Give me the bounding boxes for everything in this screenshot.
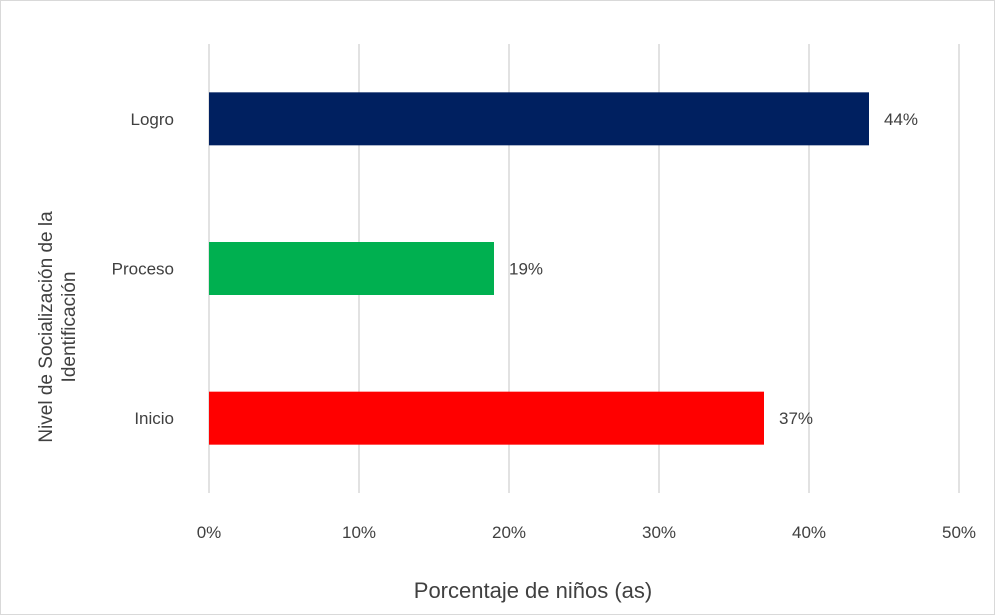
y-axis-title: Nivel de Socialización de la Identificac…	[36, 211, 80, 443]
x-tick-label: 10%	[342, 523, 376, 542]
x-tick-label: 40%	[792, 523, 826, 542]
data-label-inicio: 37%	[779, 409, 813, 428]
data-label-logro: 44%	[884, 110, 918, 129]
y-axis-title-line-1: Nivel de Socialización de la	[36, 211, 57, 443]
data-labels: 44% 19% 37%	[509, 110, 918, 428]
bar-inicio	[209, 391, 764, 445]
data-label-proceso: 19%	[509, 260, 543, 279]
x-tick-label: 20%	[492, 523, 526, 542]
x-tick-label: 50%	[942, 523, 976, 542]
category-label-proceso: Proceso	[112, 260, 174, 279]
x-tick-labels: 0% 10% 20% 30% 40% 50%	[197, 523, 976, 542]
x-tick-label: 0%	[197, 523, 222, 542]
bars	[209, 92, 869, 445]
category-label-inicio: Inicio	[134, 409, 174, 428]
category-labels: Logro Proceso Inicio	[112, 110, 174, 428]
bar-logro	[209, 92, 869, 146]
x-tick-label: 30%	[642, 523, 676, 542]
x-axis-title: Porcentaje de niños (as)	[414, 578, 652, 603]
category-label-logro: Logro	[131, 110, 174, 129]
y-axis-title-line-2: Identificación	[59, 272, 80, 383]
bar-proceso	[209, 242, 494, 295]
